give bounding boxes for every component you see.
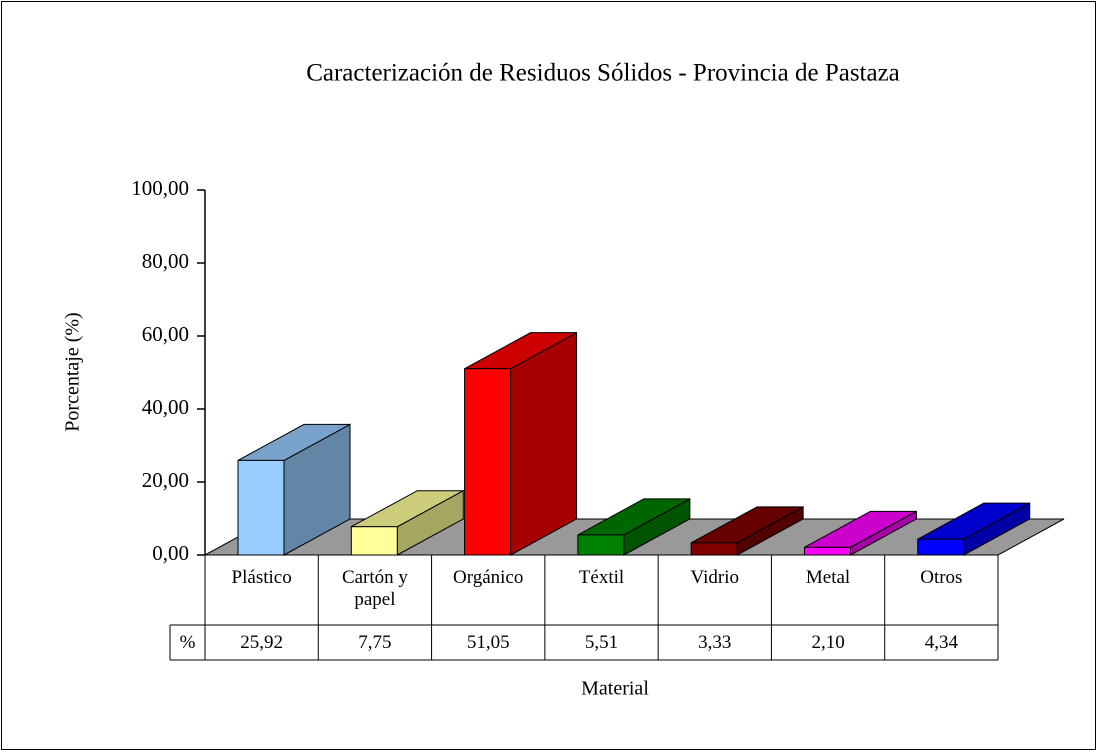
data-label: 3,33 [698, 632, 731, 653]
bar [237, 459, 285, 556]
legend-key: % [180, 632, 196, 653]
y-tick-label: 40,00 [142, 395, 189, 419]
data-label: 2,10 [811, 632, 844, 653]
bar [917, 538, 965, 556]
chart-title: Caracterización de Residuos Sólidos - Pr… [306, 60, 900, 87]
data-label: 4,34 [925, 632, 959, 653]
x-tick-label: Vidrio [690, 567, 740, 588]
bar [577, 534, 625, 556]
y-tick-label: 0,00 [152, 541, 189, 565]
bar [690, 542, 738, 556]
data-label: 7,75 [358, 632, 391, 653]
y-tick-label: 100,00 [131, 176, 189, 200]
x-axis-label: Material [581, 678, 649, 700]
data-label: 5,51 [585, 632, 618, 653]
x-tick-label: Metal [805, 567, 851, 588]
x-tick-label: Plástico [231, 567, 292, 588]
x-tick-label: Cartón y papel [341, 567, 408, 610]
y-tick-label: 80,00 [142, 249, 189, 273]
x-tick-label: Otros [920, 567, 963, 588]
bar [803, 546, 851, 556]
bar [350, 526, 398, 556]
data-label: 51,05 [467, 632, 510, 653]
y-tick-label: 60,00 [142, 322, 189, 346]
bar-side [510, 331, 578, 556]
x-tick-label: Orgánico [453, 567, 524, 588]
y-axis-label: Porcentaje (%) [62, 312, 84, 431]
x-tick-label: Téxtil [578, 567, 625, 588]
y-tick-label: 20,00 [142, 468, 189, 492]
bar [464, 368, 512, 556]
data-label: 25,92 [240, 632, 283, 653]
